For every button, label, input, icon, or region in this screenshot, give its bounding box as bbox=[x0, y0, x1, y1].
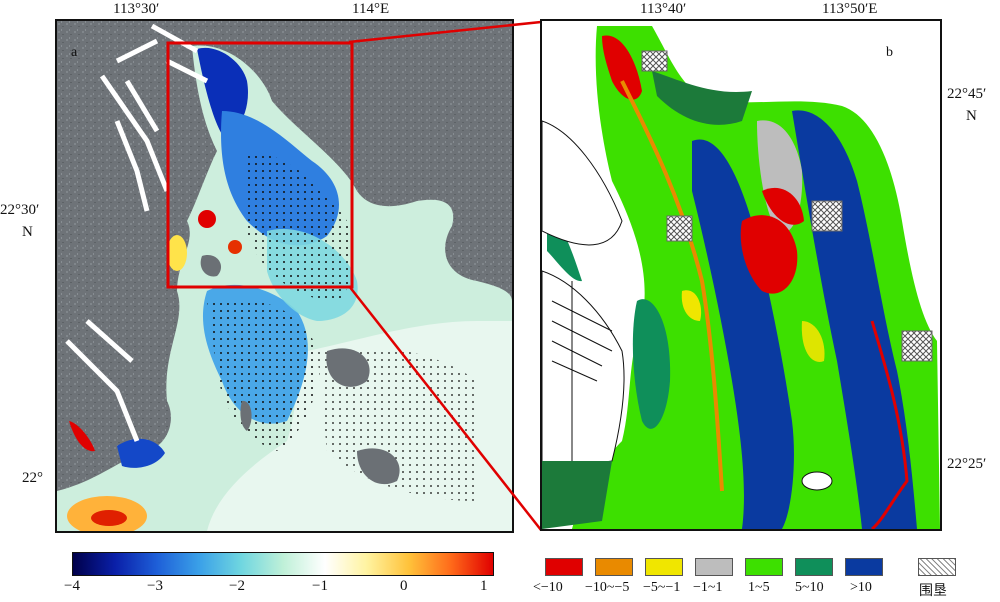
zoom-extent-box bbox=[166, 41, 354, 289]
left-lat-n-label: N bbox=[22, 224, 33, 240]
island-4 bbox=[240, 400, 252, 431]
reclamation-1 bbox=[641, 50, 668, 72]
colorbar bbox=[72, 552, 494, 576]
dotted-region-1 bbox=[247, 151, 353, 301]
left-lat-tick-1: 22°30′ bbox=[0, 202, 40, 218]
red-zone-2 bbox=[762, 187, 804, 225]
legend-swatch-5-10 bbox=[795, 558, 833, 576]
shoal-darkgreen-1 bbox=[632, 299, 671, 429]
legend-label: <−10 bbox=[533, 580, 563, 595]
legend: <−10 −10~−5 −5~−1 −1~1 1~5 5~10 >10 围垦 bbox=[533, 558, 995, 600]
red-zone-north bbox=[602, 35, 642, 100]
hotspot-1 bbox=[198, 210, 216, 228]
colorbar-tick-label: 0 bbox=[400, 578, 408, 594]
dotted-region-2 bbox=[207, 298, 318, 451]
west-land-polders bbox=[551, 281, 613, 461]
map-a-svg bbox=[57, 21, 512, 531]
colorbar-tick-label: −4 bbox=[64, 578, 80, 594]
island-1 bbox=[200, 255, 222, 277]
northwest-land bbox=[542, 120, 623, 246]
island-3 bbox=[357, 448, 400, 485]
legend-swatch-neg5-neg1 bbox=[645, 558, 683, 576]
map-b-svg bbox=[542, 21, 940, 529]
legend-swatch-gt10 bbox=[845, 558, 883, 576]
legend-label: 1~5 bbox=[748, 580, 770, 595]
yellow-band-2 bbox=[681, 290, 702, 321]
colorbar-tick-label: −1 bbox=[312, 578, 328, 594]
river-channels bbox=[65, 23, 209, 442]
island-2 bbox=[326, 348, 370, 387]
right-lat-tick-1: 22°45′ bbox=[947, 86, 987, 102]
right-lat-tick-2: 22°25′ bbox=[947, 456, 987, 472]
map-panel-a: a bbox=[55, 19, 514, 533]
red-edge bbox=[870, 320, 909, 529]
legend-label: −10~−5 bbox=[585, 580, 630, 595]
reclamation-3 bbox=[666, 215, 693, 242]
legend-label: 5~10 bbox=[795, 580, 824, 595]
legend-swatch-lt-neg10 bbox=[545, 558, 583, 576]
yellow-band-1 bbox=[801, 321, 825, 362]
reclamation-2 bbox=[811, 200, 843, 232]
hotspot-6 bbox=[69, 421, 95, 452]
orange-edge bbox=[620, 80, 724, 492]
legend-label: −5~−1 bbox=[643, 580, 681, 595]
legend-swatch-neg1-1 bbox=[695, 558, 733, 576]
hotspot-2 bbox=[228, 240, 242, 254]
panel-b-label: b bbox=[886, 45, 893, 60]
red-zone-1 bbox=[740, 215, 798, 294]
colorbar-tick-label: 1 bbox=[480, 578, 488, 594]
land-fringe-darkgreen bbox=[652, 71, 752, 125]
left-lat-tick-2: 22° bbox=[22, 470, 43, 486]
panel-a-label: a bbox=[71, 45, 78, 60]
right-lat-n-label: N bbox=[966, 108, 977, 124]
legend-label: −1~1 bbox=[693, 580, 723, 595]
colorbar-tick-label: −2 bbox=[229, 578, 245, 594]
blue-zone-southwest bbox=[117, 438, 165, 468]
legend-label: 围垦 bbox=[919, 584, 947, 599]
legend-swatch-reclamation bbox=[918, 558, 956, 576]
top-lon-tick-4: 113°50′E bbox=[822, 1, 878, 17]
map-panel-b: b bbox=[540, 19, 942, 531]
island-b-1 bbox=[801, 471, 833, 491]
colorbar-ticks: −4 −3 −2 −1 0 1 bbox=[64, 578, 494, 598]
top-lon-tick-3: 113°40′ bbox=[640, 1, 687, 17]
colorbar-gradient bbox=[73, 553, 493, 575]
hotspot-5 bbox=[91, 510, 127, 526]
top-lon-tick-1: 113°30′ bbox=[113, 1, 160, 17]
legend-swatch-neg10-neg5 bbox=[595, 558, 633, 576]
connector-bottom bbox=[348, 285, 542, 531]
reclamation-4 bbox=[901, 330, 933, 362]
top-lon-tick-2: 114°E bbox=[352, 1, 390, 17]
legend-label: >10 bbox=[850, 580, 872, 595]
hotspot-3 bbox=[167, 235, 187, 271]
channel-deep-west bbox=[692, 139, 794, 529]
connector-top bbox=[348, 20, 542, 44]
legend-swatch-1-5 bbox=[745, 558, 783, 576]
colorbar-tick-label: −3 bbox=[147, 578, 163, 594]
west-land-green bbox=[542, 461, 612, 529]
